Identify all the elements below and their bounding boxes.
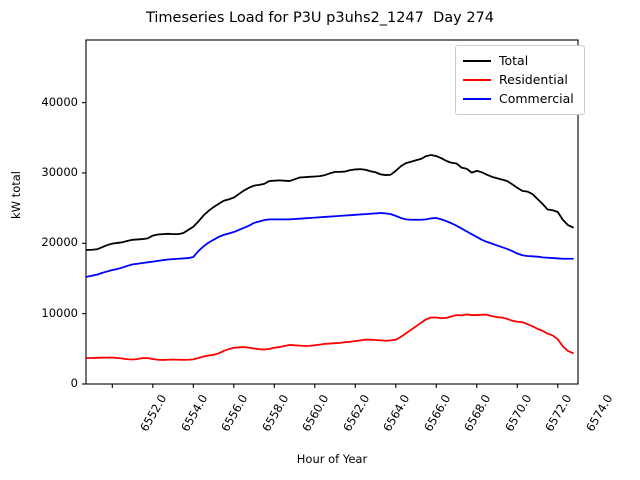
- legend-item-residential: Residential: [463, 70, 577, 89]
- y-tick-label: 0: [70, 376, 78, 390]
- axes-frame: [85, 39, 579, 385]
- y-tick-label: 20000: [41, 235, 78, 250]
- y-tick-label: 10000: [41, 305, 78, 320]
- y-tick-label: 40000: [41, 94, 78, 109]
- legend-label-total: Total: [499, 53, 529, 68]
- series-line-total: [86, 154, 574, 251]
- y-tick-label: 30000: [41, 164, 78, 179]
- legend-item-commercial: Commercial: [463, 89, 577, 108]
- chart-title: Timeseries Load for P3U p3uhs2_1247 Day …: [145, 10, 495, 26]
- legend-label-commercial: Commercial: [499, 91, 574, 106]
- x-axis-label: Hour of Year: [296, 452, 368, 466]
- legend-item-total: Total: [463, 51, 577, 70]
- legend-label-residential: Residential: [499, 72, 568, 87]
- legend-swatch-commercial: [463, 97, 491, 100]
- series-line-commercial: [86, 212, 574, 278]
- series-line-residential: [86, 313, 574, 361]
- chart-legend: Total Residential Commercial: [455, 45, 585, 115]
- legend-swatch-residential: [463, 78, 491, 81]
- legend-swatch-total: [463, 59, 491, 62]
